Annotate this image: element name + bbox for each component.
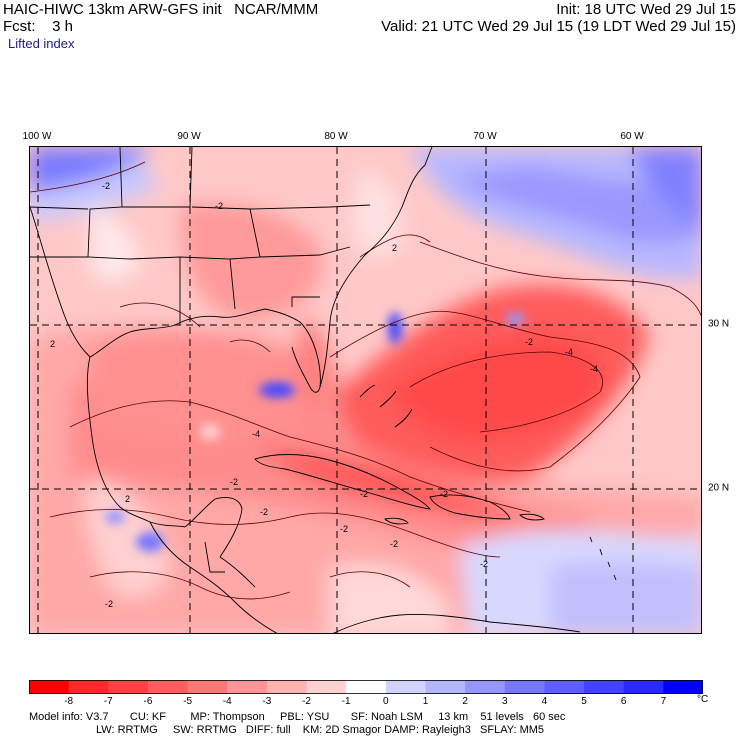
- colorbar-tick-label: 5: [581, 696, 587, 707]
- colorbar-swatch: [465, 680, 506, 694]
- model-info-line2: LW: RRTMG SW: RRTMG DIFF: full KM: 2D Sm…: [96, 724, 545, 736]
- colorbar-swatch: [425, 680, 466, 694]
- contour-label: 2: [125, 494, 130, 504]
- colorbar-tick-label: -7: [103, 696, 113, 707]
- colorbar-swatch: [227, 680, 268, 694]
- colorbar-tick-label: 1: [422, 696, 429, 707]
- colorbar: [29, 680, 703, 694]
- colorbar-swatch: [385, 680, 426, 694]
- colorbar-swatch: [108, 680, 149, 694]
- colorbar-swatch: [306, 680, 347, 694]
- contour-label: -2: [260, 507, 268, 517]
- init-time: Init: 18 UTC Wed 29 Jul 15: [556, 1, 736, 18]
- contour-label: -2: [360, 489, 368, 499]
- colorbar-tick-label: -3: [262, 696, 272, 707]
- contour-label: 2: [392, 243, 397, 253]
- colorbar-swatch: [266, 680, 308, 694]
- lon-label-70w: 70 W: [473, 131, 497, 142]
- contour-label-group: -2 -2 -2 -2 -2 -2 -2 -4 -4 -4 -2 -2 -2 -…: [50, 181, 598, 609]
- lon-label-80w: 80 W: [324, 131, 348, 142]
- coastlines: [30, 147, 617, 633]
- contour-label: -4: [565, 347, 573, 357]
- colorbar-swatch: [29, 680, 70, 694]
- contour-label: -2: [390, 539, 398, 549]
- contour-label: -4: [252, 429, 260, 439]
- colorbar-outline: [29, 680, 703, 694]
- colorbar-swatch: [663, 680, 703, 694]
- lat-label-20n: 20 N: [708, 482, 730, 494]
- contour-label: -2: [525, 337, 533, 347]
- contour-label: -2: [215, 201, 223, 211]
- field-name: Lifted index: [8, 36, 75, 51]
- colorbar-tick-label: -1: [341, 696, 351, 707]
- colorbar-swatch: [584, 680, 625, 694]
- colorbar-swatch: [544, 680, 585, 694]
- contour-label: -4: [590, 364, 598, 374]
- colorbar-tick-label: -2: [302, 696, 311, 707]
- forecast-hour: Fcst: 3 h: [3, 18, 74, 35]
- lat-label-30n: 30 N: [708, 318, 730, 330]
- contour-label: -2: [340, 524, 348, 534]
- lon-label-60w: 60 W: [620, 131, 644, 142]
- colorbar-tick-label: 4: [541, 696, 548, 707]
- field-shading: [30, 147, 701, 633]
- stable-pockets: [105, 312, 525, 552]
- model-info-line1: Model info: V3.7 CU: KF MP: Thompson PBL…: [29, 711, 566, 723]
- colorbar-swatch: [623, 680, 664, 694]
- colorbar-tick-label: 3: [501, 696, 508, 707]
- colorbar-tick-label: -5: [183, 696, 193, 707]
- lifted-index-map: -2 -2 -2 -2 -2 -2 -2 -4 -4 -4 -2 -2 -2 -…: [29, 146, 702, 634]
- contour-label: -2: [480, 559, 488, 569]
- colorbar-tick-label: -4: [222, 696, 232, 707]
- colorbar-tick-label: 2: [462, 696, 468, 707]
- lon-label-90w: 90 W: [177, 131, 201, 142]
- colorbar-swatch: [504, 680, 545, 694]
- contour-label: 2: [50, 339, 55, 349]
- colorbar-swatch: [147, 680, 189, 694]
- map-title: HAIC-HIWC 13km ARW-GFS init NCAR/MMM: [3, 1, 319, 18]
- colorbar-unit: °C: [697, 694, 709, 705]
- contour-label: -2: [230, 477, 238, 487]
- colorbar-swatch: [68, 680, 109, 694]
- colorbar-swatch: [187, 680, 228, 694]
- contours: [30, 161, 701, 600]
- lon-label-100w: 100 W: [22, 131, 52, 142]
- colorbar-tick-label: 0: [383, 696, 389, 707]
- colorbar-swatch: [346, 680, 387, 694]
- graticule: [30, 147, 701, 633]
- colorbar-tick-label: 7: [660, 696, 667, 707]
- colorbar-tick-label: -6: [143, 696, 153, 707]
- contour-label: -2: [102, 181, 110, 191]
- colorbar-tick-label: -8: [64, 696, 74, 707]
- contour-label: -2: [105, 599, 113, 609]
- valid-time: Valid: 21 UTC Wed 29 Jul 15 (19 LDT Wed …: [381, 18, 736, 35]
- contour-label: -2: [440, 489, 448, 499]
- colorbar-tick-label: 6: [620, 696, 627, 707]
